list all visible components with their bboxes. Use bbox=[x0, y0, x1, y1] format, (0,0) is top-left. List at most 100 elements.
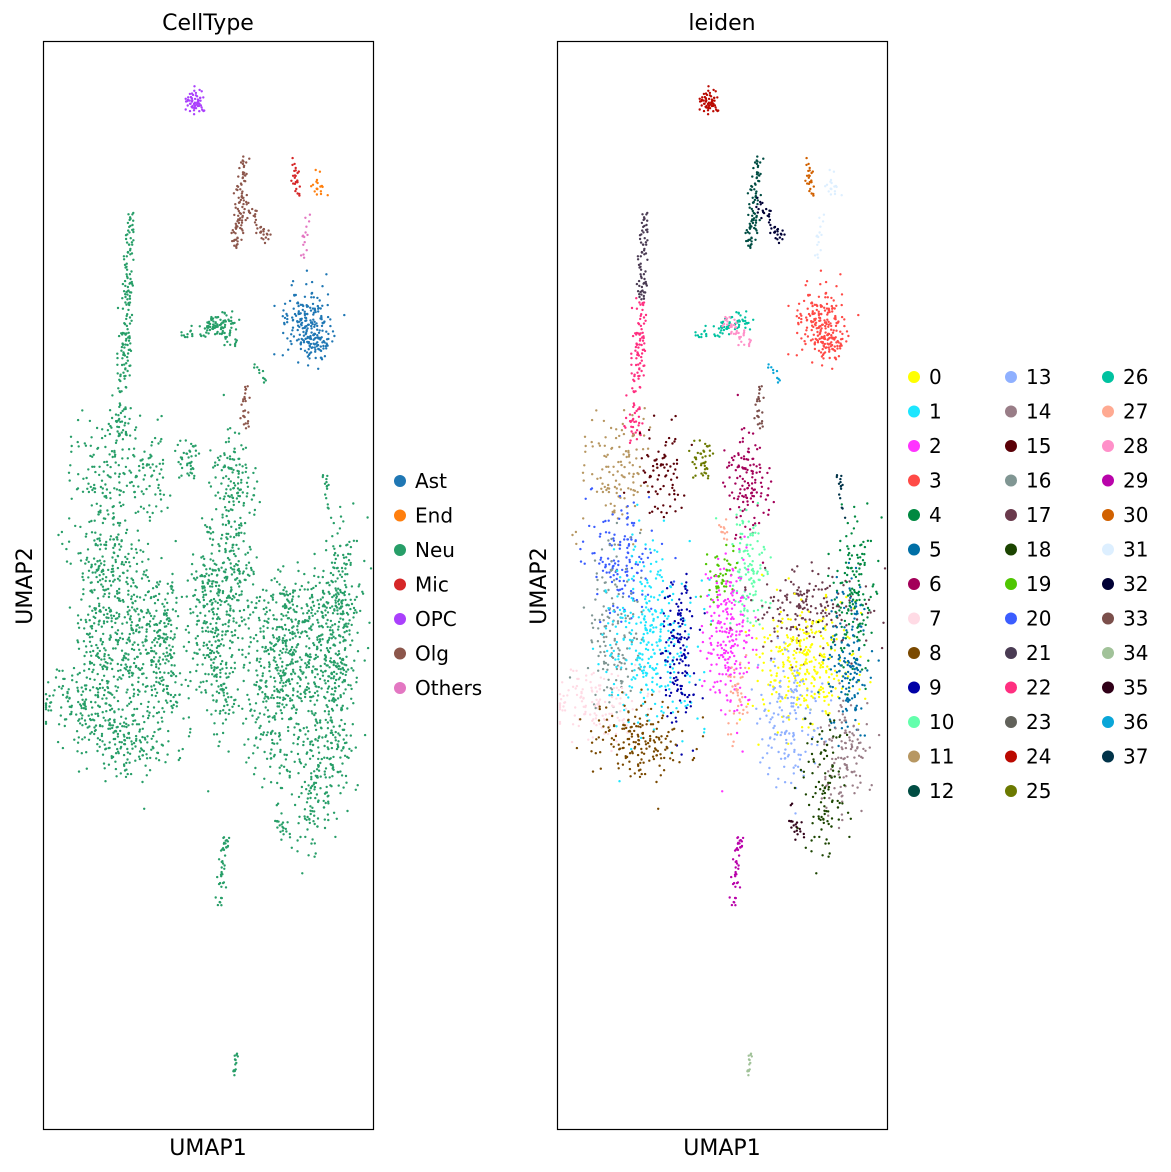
cell-point bbox=[811, 361, 814, 364]
cell-point bbox=[246, 599, 249, 602]
cell-point bbox=[350, 697, 353, 700]
cell-point bbox=[739, 335, 742, 339]
cell-point bbox=[138, 739, 142, 742]
cell-point bbox=[349, 684, 352, 687]
cell-point bbox=[152, 660, 155, 663]
cell-point bbox=[193, 107, 196, 110]
cell-point bbox=[285, 693, 288, 697]
cell-point bbox=[214, 569, 217, 572]
cell-point bbox=[100, 479, 104, 482]
cell-point bbox=[243, 521, 247, 525]
cell-point bbox=[288, 682, 292, 686]
cell-point bbox=[102, 573, 105, 576]
cell-point bbox=[121, 637, 125, 641]
cell-point bbox=[737, 323, 741, 327]
cell-point bbox=[817, 241, 820, 244]
cell-point bbox=[155, 505, 158, 508]
cell-point bbox=[208, 655, 211, 659]
cell-point bbox=[251, 714, 254, 717]
cell-point bbox=[159, 682, 162, 686]
cell-point bbox=[231, 634, 234, 637]
cell-point bbox=[295, 646, 298, 649]
cell-point bbox=[113, 551, 116, 555]
cell-point bbox=[217, 744, 220, 748]
cell-point bbox=[206, 647, 210, 650]
cell-point bbox=[313, 346, 316, 349]
cell-point bbox=[101, 740, 104, 743]
cell-point bbox=[169, 656, 173, 660]
cell-point bbox=[309, 787, 312, 790]
cell-point bbox=[722, 322, 726, 326]
cell-point bbox=[656, 466, 659, 469]
cell-point bbox=[324, 549, 328, 552]
cell-point bbox=[213, 464, 217, 467]
cell-point bbox=[232, 568, 236, 571]
cell-point bbox=[92, 453, 95, 456]
cell-point bbox=[342, 520, 345, 523]
cell-point bbox=[225, 579, 228, 582]
cell-point bbox=[748, 232, 751, 235]
cell-point bbox=[271, 598, 275, 601]
cell-point bbox=[101, 697, 104, 700]
cell-point bbox=[127, 348, 130, 352]
cell-point bbox=[118, 472, 121, 476]
cell-point bbox=[306, 815, 309, 819]
cell-point bbox=[101, 491, 104, 495]
cell-point bbox=[117, 387, 120, 390]
cell-point bbox=[93, 622, 96, 625]
cell-point bbox=[603, 454, 606, 458]
cell-point bbox=[80, 752, 84, 755]
cell-point bbox=[826, 333, 829, 337]
cell-point bbox=[345, 655, 348, 658]
cell-point bbox=[94, 728, 97, 732]
cell-point bbox=[277, 666, 280, 669]
cell-point bbox=[271, 694, 274, 697]
cell-point bbox=[204, 335, 207, 338]
cell-point bbox=[230, 588, 233, 591]
cell-point bbox=[341, 704, 344, 707]
cell-point bbox=[105, 540, 108, 544]
cell-point bbox=[752, 217, 756, 220]
cell-point bbox=[272, 614, 275, 617]
cell-point bbox=[334, 835, 337, 839]
cell-point bbox=[760, 420, 764, 423]
cell-point bbox=[217, 685, 220, 688]
cell-point bbox=[645, 228, 648, 232]
cell-point bbox=[706, 102, 710, 106]
cell-point bbox=[76, 487, 80, 490]
cell-point bbox=[819, 249, 822, 252]
cell-point bbox=[816, 243, 819, 246]
cell-point bbox=[267, 617, 270, 620]
cell-point bbox=[266, 709, 270, 712]
cell-point bbox=[323, 818, 326, 821]
cell-point bbox=[125, 290, 128, 294]
cell-point bbox=[141, 463, 145, 466]
cell-point bbox=[807, 169, 810, 173]
cell-point bbox=[236, 185, 240, 188]
cell-point bbox=[216, 456, 220, 459]
cell-point bbox=[194, 444, 197, 447]
cell-point bbox=[102, 569, 105, 573]
cell-point bbox=[313, 657, 316, 661]
cell-point bbox=[305, 249, 308, 252]
cell-point bbox=[833, 345, 836, 348]
cell-point bbox=[811, 304, 814, 308]
cell-point bbox=[653, 505, 657, 508]
cell-point bbox=[638, 432, 642, 435]
cell-point bbox=[320, 687, 323, 690]
cell-point bbox=[352, 502, 355, 505]
cell-point bbox=[107, 616, 110, 620]
cell-point bbox=[712, 110, 715, 113]
cell-point bbox=[186, 472, 189, 475]
cell-point bbox=[268, 641, 272, 644]
cell-point bbox=[346, 707, 349, 710]
cell-point bbox=[332, 693, 335, 696]
cell-point bbox=[61, 693, 65, 697]
cell-point bbox=[304, 216, 307, 219]
cell-point bbox=[122, 563, 126, 566]
cell-point bbox=[616, 470, 619, 473]
cell-point bbox=[263, 619, 266, 623]
cell-point bbox=[222, 644, 225, 647]
cell-point bbox=[290, 660, 293, 663]
cell-point bbox=[234, 528, 238, 531]
